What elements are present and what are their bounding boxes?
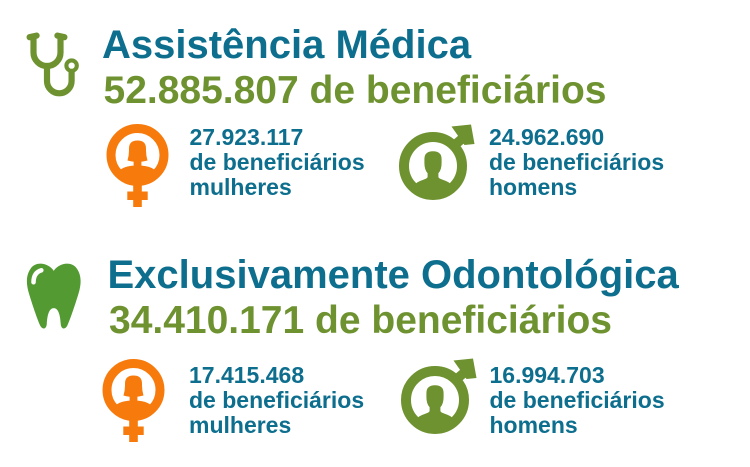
section-dental-title: Exclusivamente Odontológica <box>107 252 679 297</box>
section-medical-total: 52.885.807 de beneficiários <box>103 69 607 112</box>
stat-label: de beneficiários <box>489 148 665 175</box>
stat-label: de beneficiários <box>489 386 665 413</box>
section-dental-total: 34.410.171 de beneficiários <box>109 298 612 342</box>
stat-female-medical: 27.923.117 de beneficiários mulheres <box>189 123 365 200</box>
female-icon <box>106 124 169 207</box>
female-icon <box>102 358 165 442</box>
stat-value: 16.994.703 <box>489 361 605 388</box>
stat-label: homens <box>489 173 578 200</box>
section-medical-title: Assistência Médica <box>102 22 472 67</box>
stat-label: de beneficiários <box>189 386 365 413</box>
stat-label: de beneficiários <box>189 148 365 175</box>
tooth-icon <box>25 262 83 332</box>
stat-value: 17.415.468 <box>189 361 305 388</box>
stat-male-medical: 24.962.690 de beneficiários homens <box>489 123 665 200</box>
stat-value: 24.962.690 <box>489 123 605 150</box>
stethoscope-icon <box>25 31 80 104</box>
male-icon <box>400 357 482 437</box>
male-icon <box>398 123 480 203</box>
stat-label: mulheres <box>189 173 292 200</box>
stat-label: mulheres <box>189 411 292 438</box>
stat-female-dental: 17.415.468 de beneficiários mulheres <box>189 361 365 438</box>
stat-male-dental: 16.994.703 de beneficiários homens <box>489 361 665 438</box>
stat-value: 27.923.117 <box>189 123 304 150</box>
stat-label: homens <box>489 411 578 438</box>
